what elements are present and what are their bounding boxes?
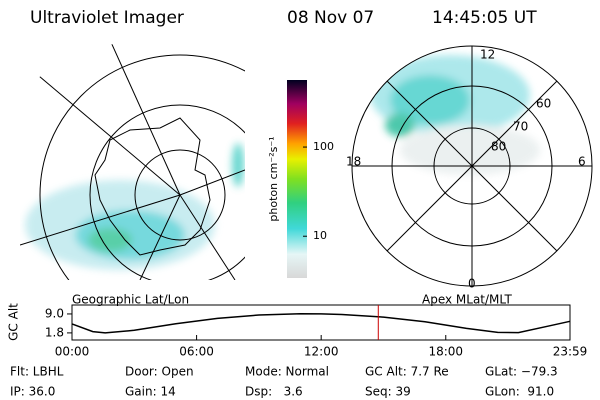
lat-label: 60 xyxy=(536,97,551,111)
x-tick-label: 23:59 xyxy=(553,345,588,359)
x-tick-label: 00:00 xyxy=(55,345,90,359)
status-field: GLat: −79.3 xyxy=(485,365,558,379)
y-axis-label: GC Alt xyxy=(7,303,21,341)
mlt-label: 12 xyxy=(480,48,495,62)
lat-label: 80 xyxy=(491,140,506,154)
time: 14:45:05 UT xyxy=(432,8,537,28)
polar-label: Apex MLat/MLT xyxy=(422,293,512,307)
colorbar xyxy=(287,80,307,278)
status-field: Mode: Normal xyxy=(245,365,329,379)
lat-label: 70 xyxy=(513,120,528,134)
status-field: Door: Open xyxy=(125,365,194,379)
y-tick-label: 9.0 xyxy=(45,306,64,320)
geo-label: Geographic Lat/Lon xyxy=(72,293,189,307)
colorbar-tick-label: 100 xyxy=(313,140,334,153)
mlt-label: 18 xyxy=(346,155,361,169)
plot-frame xyxy=(71,304,571,341)
status-field: Dsp: 3.6 xyxy=(245,385,303,399)
status-field: Flt: LBHL xyxy=(10,365,64,379)
altitude-line xyxy=(71,312,571,334)
title: Ultraviolet Imager xyxy=(30,8,184,28)
status-field: GC Alt: 7.7 Re xyxy=(365,365,449,379)
status-field: Gain: 14 xyxy=(125,385,176,399)
geo-map xyxy=(20,41,245,280)
colorbar-label: photon cm⁻²s⁻¹ xyxy=(267,136,280,221)
x-tick-label: 18:00 xyxy=(428,345,463,359)
status-field: IP: 36.0 xyxy=(10,385,55,399)
date: 08 Nov 07 xyxy=(287,8,374,28)
mlt-label: 6 xyxy=(578,155,586,169)
status-field: Seq: 39 xyxy=(365,385,411,399)
mlt-label: 0 xyxy=(468,277,476,291)
colorbar-tick-label: 10 xyxy=(313,229,327,242)
x-tick-label: 12:00 xyxy=(304,345,339,359)
polar-map xyxy=(351,45,593,287)
status-field: GLon: 91.0 xyxy=(485,385,554,399)
y-tick-label: 1.8 xyxy=(45,325,64,339)
x-tick-label: 06:00 xyxy=(179,345,214,359)
